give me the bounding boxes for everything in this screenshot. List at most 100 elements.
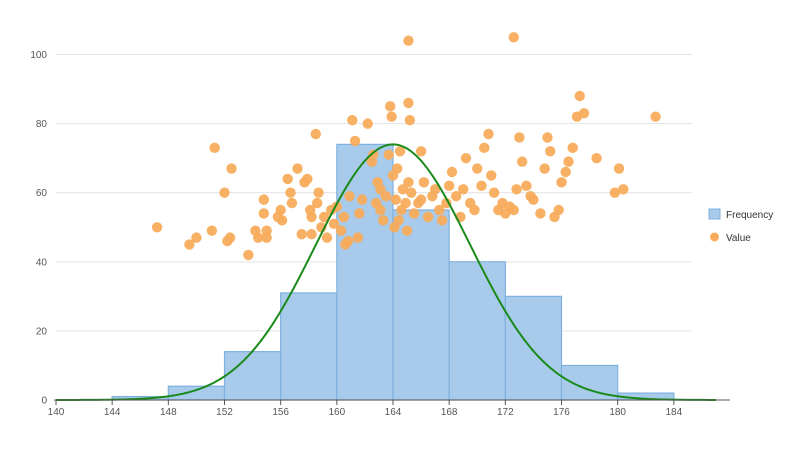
scatter-point-38: [335, 225, 347, 236]
normal-curve-line: [56, 143, 716, 401]
scatter-point-43: [349, 135, 361, 147]
scatter-point-69: [401, 225, 413, 236]
scatter-point-19: [282, 173, 293, 185]
scatter-point-28: [306, 211, 317, 223]
scatter-point-119: [563, 156, 574, 167]
scatter-point-17: [275, 204, 286, 216]
scatter-point-18: [276, 215, 288, 226]
scatter-point-29: [310, 128, 321, 140]
scatter-point-58: [384, 101, 396, 112]
scatter-point-15: [261, 225, 272, 236]
y-tick-label-20: 20: [36, 326, 48, 337]
scatter-point-11: [253, 232, 264, 243]
scatter-point-46: [354, 208, 365, 219]
scatter-point-55: [380, 190, 392, 202]
scatter-point-127: [618, 184, 629, 195]
scatter-point-4: [209, 142, 220, 154]
scatter-point-85: [441, 197, 452, 209]
histogram-bar-2: [223, 351, 282, 401]
scatter-point-90: [458, 184, 469, 195]
scatter-point-44: [344, 190, 355, 202]
scatter-point-75: [415, 194, 427, 205]
x-tick-label-152: 152: [216, 407, 233, 418]
scatter-point-39: [338, 211, 350, 223]
scatter-point-2: [191, 232, 202, 243]
legend-swatch-value: [710, 232, 719, 242]
histogram-bar-1: [167, 385, 226, 401]
scatter-point-33: [318, 211, 330, 223]
x-tick-label-160: 160: [328, 407, 345, 418]
scatter-point-80: [403, 35, 414, 46]
x-tick-label-168: 168: [441, 407, 458, 418]
scatter-point-41: [342, 235, 354, 247]
scatter-point-124: [591, 152, 602, 164]
scatter-point-13: [258, 194, 270, 205]
scatter-point-30: [311, 197, 323, 209]
scatter-point-27: [306, 228, 317, 240]
scatter-point-91: [460, 152, 472, 164]
legend-label-value: Value: [726, 233, 751, 244]
scatter-point-62: [390, 194, 402, 205]
scatter-point-113: [542, 132, 553, 143]
scatter-point-126: [613, 163, 625, 174]
scatter-point-111: [535, 208, 546, 219]
x-tick-label-172: 172: [497, 407, 514, 418]
scatter-point-98: [486, 170, 497, 181]
scatter-point-79: [429, 184, 441, 195]
scatter-point-114: [545, 146, 556, 157]
scatter-point-22: [292, 163, 303, 174]
scatter-point-77: [422, 211, 434, 223]
scatter-point-117: [556, 177, 567, 188]
scatter-point-83: [434, 204, 445, 216]
scatter-point-9: [243, 249, 254, 261]
scatter-point-123: [578, 108, 590, 119]
scatter-point-70: [403, 177, 414, 188]
scatter-point-64: [393, 215, 404, 226]
scatter-point-23: [296, 228, 307, 240]
legend-label-frequency: Frequency: [726, 210, 773, 221]
scatter-point-48: [362, 118, 373, 129]
scatter-point-47: [356, 194, 368, 205]
scatter-point-88: [450, 190, 462, 202]
x-tick-label-184: 184: [665, 407, 682, 418]
x-tick-label-144: 144: [104, 407, 121, 418]
scatter-point-0: [151, 222, 163, 233]
scatter-point-86: [443, 180, 455, 192]
scatter-point-21: [286, 197, 298, 209]
scatter-point-68: [400, 197, 411, 209]
y-tick-label-60: 60: [36, 188, 48, 199]
scatter-point-56: [383, 149, 394, 160]
histogram-bar-6: [448, 261, 506, 401]
scatter-point-112: [539, 163, 550, 174]
scatter-point-95: [476, 180, 487, 192]
x-tick-label-180: 180: [609, 407, 626, 418]
scatter-points: [151, 32, 661, 261]
scatter-point-45: [352, 232, 364, 243]
scatter-point-122: [574, 90, 585, 102]
scatter-point-5: [219, 187, 230, 198]
scatter-point-36: [328, 218, 340, 230]
scatter-point-71: [406, 187, 417, 198]
scatter-point-129: [508, 32, 519, 43]
scatter-point-108: [521, 180, 532, 192]
scatter-point-128: [650, 111, 661, 122]
scatter-point-50: [368, 149, 379, 160]
scatter-point-74: [415, 146, 427, 157]
histogram-bar-5: [392, 209, 450, 401]
x-tick-label-140: 140: [48, 407, 65, 418]
scatter-point-8: [226, 163, 237, 174]
scatter-point-93: [469, 204, 480, 216]
scatter-point-63: [392, 163, 403, 174]
y-tick-label-100: 100: [30, 50, 47, 61]
histogram-bar-7: [504, 295, 563, 401]
scatter-point-82: [404, 114, 416, 126]
scatter-point-25: [302, 173, 313, 185]
scatter-point-84: [436, 215, 448, 226]
y-tick-label-40: 40: [36, 257, 48, 268]
normal-curve: [56, 143, 716, 401]
x-tick-label-148: 148: [160, 407, 177, 418]
scatter-point-104: [508, 204, 519, 216]
scatter-point-72: [408, 208, 420, 219]
scatter-point-107: [516, 156, 528, 167]
